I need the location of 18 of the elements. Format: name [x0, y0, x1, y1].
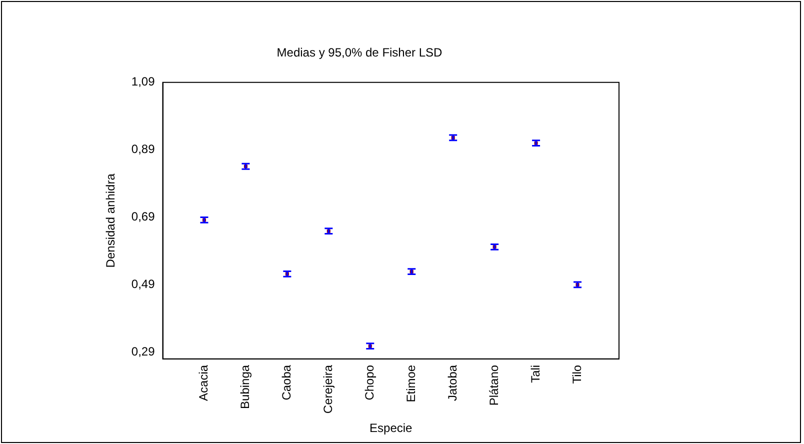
y-tick-label: 0,89: [131, 142, 156, 156]
y-tick-label: 0,29: [131, 344, 156, 358]
x-tick-label: Tilo: [570, 364, 584, 384]
y-axis-title: Densidad anhidra: [104, 173, 118, 268]
chart-title: Medias y 95,0% de Fisher LSD: [276, 46, 443, 60]
x-tick-label: Acacia: [196, 364, 211, 401]
y-tick-label: 0,69: [131, 210, 156, 224]
x-tick-label: Chopo: [362, 364, 376, 400]
x-tick-label: Jatoba: [445, 364, 460, 401]
x-axis-title: Especie: [370, 421, 413, 436]
x-tick-label: Plátano: [486, 364, 501, 406]
x-tick-label: Etimoe: [404, 364, 418, 402]
x-tick-label: Tali: [528, 364, 542, 383]
x-tick-label: Caoba: [280, 364, 294, 400]
x-tick-label: Cerejeira: [320, 364, 335, 414]
y-tick-label: 1,09: [131, 74, 156, 89]
y-tick-label: 0,49: [131, 277, 156, 292]
x-tick-label: Bubinga: [238, 364, 252, 409]
